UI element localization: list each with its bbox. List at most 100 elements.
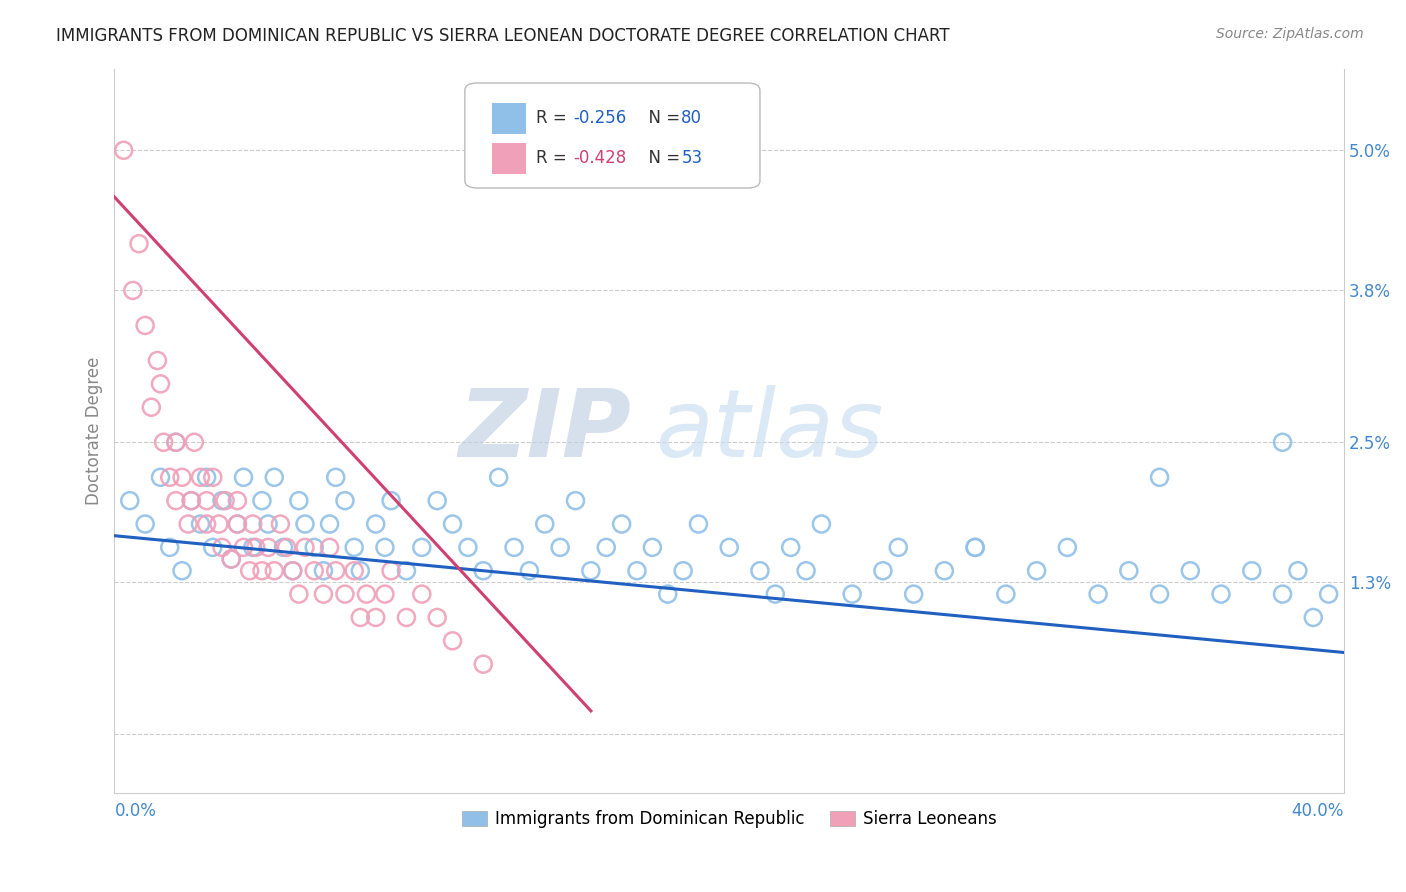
Point [170,470,193,484]
Text: 53: 53 [682,149,703,168]
FancyBboxPatch shape [492,103,526,134]
Point [1149,470,1171,484]
Point [488,470,510,484]
Point [190,516,212,531]
Point [242,541,264,555]
Point [426,493,449,508]
Point [903,587,925,601]
Point [1271,435,1294,450]
Point [994,587,1017,601]
Point [195,470,218,484]
Point [472,657,495,672]
Point [519,564,541,578]
Point [152,435,174,450]
Text: -0.428: -0.428 [574,149,626,168]
Point [641,541,664,555]
Legend: Immigrants from Dominican Republic, Sierra Leoneans: Immigrants from Dominican Republic, Sier… [456,804,1004,835]
Point [395,564,418,578]
Point [672,564,695,578]
Text: -0.256: -0.256 [574,110,626,128]
Point [887,541,910,555]
Point [380,493,402,508]
Point [934,564,956,578]
Point [325,470,347,484]
Point [374,587,396,601]
Point [472,564,495,578]
Point [810,516,832,531]
Point [411,541,433,555]
Point [195,493,218,508]
Point [364,610,387,624]
Point [343,541,366,555]
Point [257,516,280,531]
Point [165,435,187,450]
Point [177,516,200,531]
Point [441,516,464,531]
Point [112,143,135,157]
Point [1271,587,1294,601]
Point [364,516,387,531]
Point [226,493,249,508]
Point [333,587,356,601]
Point [595,541,617,555]
Point [211,541,233,555]
Point [779,541,801,555]
Point [281,564,304,578]
Point [503,541,526,555]
Point [395,610,418,624]
Text: 80: 80 [682,110,702,128]
Point [1056,541,1078,555]
Point [201,541,224,555]
Point [312,564,335,578]
Point [226,516,249,531]
Point [219,552,242,566]
Point [841,587,863,601]
Point [333,493,356,508]
Point [180,493,202,508]
Point [533,516,555,531]
Point [183,435,205,450]
Point [318,516,340,531]
Text: N =: N = [638,110,686,128]
Point [294,541,316,555]
Point [211,493,233,508]
Point [242,516,264,531]
Point [356,587,378,601]
Point [214,493,236,508]
Y-axis label: Doctorate Degree: Doctorate Degree [86,357,103,505]
Point [1149,587,1171,601]
Point [380,564,402,578]
Point [165,493,187,508]
Point [657,587,679,601]
Point [579,564,602,578]
Point [239,564,262,578]
Point [159,541,181,555]
Point [441,633,464,648]
Point [208,516,231,531]
Point [128,236,150,251]
Point [165,435,187,450]
Point [281,564,304,578]
Point [688,516,710,531]
Point [749,564,772,578]
Point [232,541,254,555]
Point [872,564,894,578]
Point [141,401,163,415]
Point [250,564,273,578]
Point [349,564,371,578]
Point [325,564,347,578]
Point [294,516,316,531]
Text: R =: R = [536,110,572,128]
Point [457,541,479,555]
Text: 0.0%: 0.0% [114,802,156,820]
Point [149,470,172,484]
Point [374,541,396,555]
Point [1286,564,1309,578]
Point [411,587,433,601]
FancyBboxPatch shape [465,83,761,188]
Point [121,284,143,298]
Point [1087,587,1109,601]
Point [134,318,156,333]
Text: 40.0%: 40.0% [1292,802,1344,820]
Point [159,470,181,484]
